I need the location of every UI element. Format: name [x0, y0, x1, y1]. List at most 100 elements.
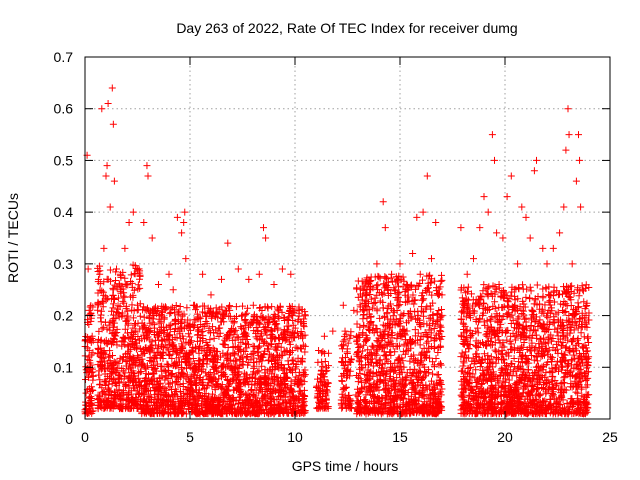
data-point — [199, 335, 207, 343]
data-point — [215, 333, 223, 341]
data-point — [291, 307, 299, 315]
data-point — [94, 306, 102, 314]
data-point — [147, 357, 155, 365]
data-point — [89, 303, 97, 311]
data-point — [100, 323, 108, 331]
data-point — [96, 357, 104, 365]
data-point — [102, 339, 110, 347]
data-point — [243, 309, 251, 317]
data-point — [130, 398, 138, 406]
data-point — [119, 297, 127, 305]
data-point — [106, 402, 114, 410]
data-point — [238, 324, 246, 332]
data-point — [285, 365, 293, 373]
data-point — [120, 387, 128, 395]
data-point — [122, 400, 130, 408]
data-point — [220, 340, 228, 348]
data-point — [110, 315, 118, 323]
data-point — [106, 318, 114, 326]
data-point — [212, 364, 220, 372]
data-point — [97, 307, 105, 315]
data-point — [134, 397, 142, 405]
data-point — [300, 402, 308, 410]
data-point — [160, 366, 168, 374]
data-point — [245, 358, 253, 366]
data-point — [89, 349, 97, 357]
data-point — [199, 355, 207, 363]
data-point — [115, 313, 123, 321]
data-point — [149, 315, 157, 323]
data-point — [285, 361, 293, 369]
data-point — [296, 387, 304, 395]
data-point — [121, 341, 129, 349]
data-point — [131, 358, 139, 366]
data-point — [167, 371, 175, 379]
data-point — [82, 398, 90, 406]
data-point — [139, 325, 147, 333]
data-point — [202, 369, 210, 377]
data-point — [183, 389, 191, 397]
data-point — [292, 373, 300, 381]
data-point — [126, 405, 134, 413]
data-point — [274, 393, 282, 401]
data-point — [165, 363, 173, 371]
data-point — [200, 359, 208, 367]
data-point — [111, 295, 119, 303]
data-point — [85, 306, 93, 314]
data-point — [205, 370, 213, 378]
data-point — [276, 400, 284, 408]
data-point — [121, 325, 129, 333]
data-point — [133, 344, 141, 352]
data-point — [116, 372, 124, 380]
data-point — [200, 345, 208, 353]
data-point — [84, 373, 92, 381]
data-point — [224, 377, 232, 385]
data-point — [95, 367, 103, 375]
data-point — [158, 336, 166, 344]
data-point — [124, 396, 132, 404]
data-point — [106, 266, 114, 274]
data-point — [129, 353, 137, 361]
data-point — [127, 271, 135, 279]
data-point — [252, 369, 260, 377]
data-point — [223, 376, 231, 384]
data-point — [186, 340, 194, 348]
data-point — [100, 378, 108, 386]
data-point — [126, 335, 134, 343]
data-point — [94, 275, 102, 283]
data-point — [136, 275, 144, 283]
data-point — [244, 323, 252, 331]
data-point — [255, 343, 263, 351]
data-point — [107, 391, 115, 399]
data-point — [263, 331, 271, 339]
data-point — [114, 403, 122, 411]
data-point — [113, 283, 121, 291]
data-point — [232, 303, 240, 311]
data-point — [104, 359, 112, 367]
data-point — [88, 332, 96, 340]
data-point — [236, 396, 244, 404]
data-point — [299, 341, 307, 349]
data-point — [167, 308, 175, 316]
data-point — [118, 364, 126, 372]
data-point — [124, 329, 132, 337]
data-point — [234, 368, 242, 376]
data-point — [158, 401, 166, 409]
data-point — [243, 353, 251, 361]
data-point — [300, 386, 308, 394]
data-point — [176, 398, 184, 406]
data-point — [260, 316, 268, 324]
data-point — [249, 342, 257, 350]
data-point — [136, 284, 144, 292]
data-point — [99, 288, 107, 296]
data-point — [297, 327, 305, 335]
data-point — [264, 357, 272, 365]
data-point — [172, 350, 180, 358]
data-point — [165, 350, 173, 358]
data-point — [185, 378, 193, 386]
data-point — [166, 383, 174, 391]
data-point — [225, 356, 233, 364]
data-point — [94, 301, 102, 309]
data-point — [138, 361, 146, 369]
